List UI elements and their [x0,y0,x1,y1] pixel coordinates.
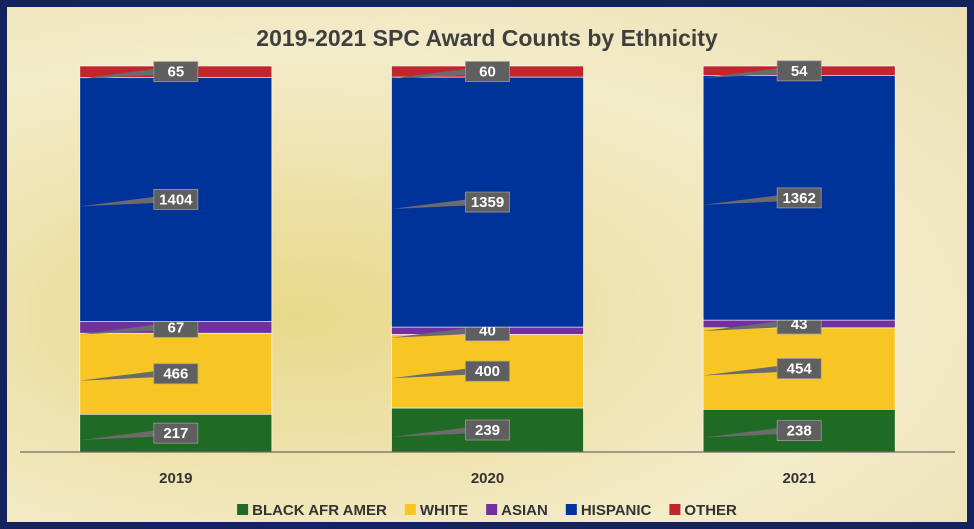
label-leader [703,66,790,78]
label-box [776,358,822,379]
x-tick-label: 2021 [782,470,815,487]
data-label: 466 [163,366,188,383]
label-leader [79,369,166,381]
label-leader [79,67,166,79]
label-leader [79,429,166,441]
label-leader [391,67,478,79]
label-box [465,191,510,213]
label-box [465,360,510,382]
data-label: 67 [167,319,184,336]
data-label: 238 [787,423,812,440]
data-label: 217 [163,425,188,442]
label-leader [703,426,790,438]
label-leader [391,198,478,210]
data-label: 1359 [471,194,504,211]
data-label: 65 [167,64,184,81]
label-leader [703,364,790,376]
data-label: 454 [787,361,813,378]
label-box [153,363,199,385]
label-leader [703,319,790,331]
label-box [465,419,510,441]
legend-swatch [669,504,681,515]
label-box [776,187,822,209]
chart-title: 2019-2021 SPC Award Counts by Ethnicity [256,25,718,51]
label-leader [703,193,790,205]
label-leader [391,367,478,379]
legend-swatch [237,504,249,515]
data-label: 60 [479,63,496,80]
legend-label: ASIAN [501,502,548,519]
legend-swatch [565,504,577,515]
bar-segment [391,334,584,409]
legend-swatch [404,504,416,515]
x-tick-label: 2019 [159,470,192,487]
label-leader [391,326,478,338]
label-box [153,189,199,210]
label-box [153,61,199,83]
label-leader [79,195,166,207]
label-box [776,420,822,442]
data-label: 239 [475,422,500,439]
label-leader [391,426,478,438]
data-label: 1404 [159,191,193,208]
legend-label: OTHER [684,502,737,519]
legend: BLACK AFR AMER WHITE ASIAN HISPANIC OTHER [237,502,737,519]
data-label: 1362 [782,190,815,207]
legend-swatch [486,504,498,515]
legend-label: WHITE [420,502,468,519]
label-box [153,422,199,444]
label-box [465,61,510,82]
data-label: 54 [791,63,808,80]
label-box [776,60,822,82]
label-leader [79,323,166,335]
data-label: 400 [475,363,500,380]
x-tick-label: 2020 [471,470,504,487]
legend-label: HISPANIC [581,502,652,519]
legend-label: BLACK AFR AMER [252,502,387,519]
